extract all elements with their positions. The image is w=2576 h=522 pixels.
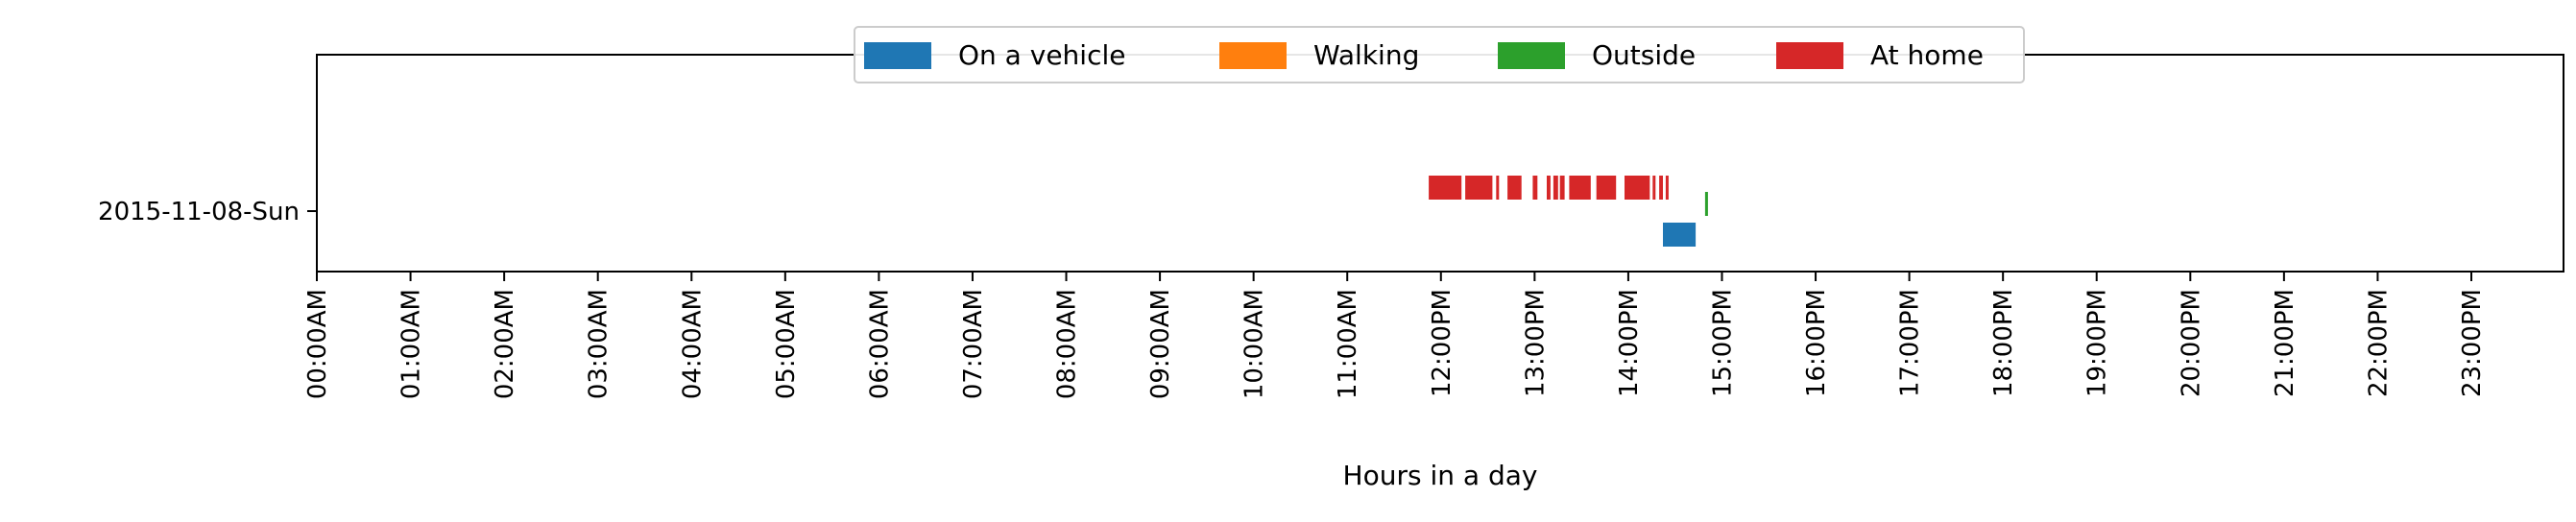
x-tick-label: 16:00PM: [1802, 289, 1831, 397]
legend-item: Outside: [1498, 39, 1696, 71]
x-tick-label: 01:00AM: [397, 289, 426, 399]
y-tick-label: 2015-11-08-Sun: [98, 198, 300, 226]
x-tick-label: 08:00AM: [1053, 289, 1082, 399]
x-tick-label: 09:00AM: [1146, 289, 1175, 399]
x-tick-label: 20:00PM: [2177, 289, 2205, 397]
segment-at-home: [1659, 176, 1663, 200]
x-axis-label: Hours in a day: [1343, 460, 1538, 491]
plot-frame: [316, 54, 2564, 273]
legend-swatch: [1219, 42, 1287, 69]
segment-at-home: [1569, 176, 1591, 200]
x-tick-label: 04:00AM: [678, 289, 707, 399]
segment-at-home: [1665, 176, 1669, 200]
segment-at-home: [1596, 176, 1617, 200]
x-tick-label: 06:00AM: [865, 289, 894, 399]
segment-at-home: [1507, 176, 1522, 200]
segment-at-home: [1553, 176, 1558, 200]
legend-swatch: [864, 42, 931, 69]
legend-item: Walking: [1219, 39, 1419, 71]
segment-at-home: [1652, 176, 1656, 200]
legend-box: [854, 26, 2025, 83]
x-tick-label: 02:00AM: [491, 289, 519, 399]
legend-item: At home: [1776, 39, 1984, 71]
legend-item: On a vehicle: [864, 39, 1125, 71]
legend-swatch: [1776, 42, 1843, 69]
segment-at-home: [1625, 176, 1650, 200]
x-tick-label: 10:00AM: [1240, 289, 1269, 399]
legend-label: Outside: [1592, 39, 1696, 71]
legend-label: On a vehicle: [958, 39, 1125, 71]
segment-outside: [1704, 192, 1708, 216]
x-tick-label: 14:00PM: [1615, 289, 1644, 397]
x-tick-label: 23:00PM: [2458, 289, 2487, 397]
segment-at-home: [1465, 176, 1493, 200]
x-tick-label: 18:00PM: [1989, 289, 2018, 397]
x-tick-label: 12:00PM: [1428, 289, 1457, 397]
segment-at-home: [1429, 176, 1462, 200]
x-tick-label: 03:00AM: [585, 289, 614, 399]
x-tick-label: 05:00AM: [772, 289, 801, 399]
x-tick-label: 17:00PM: [1896, 289, 1925, 397]
segment-at-home: [1532, 176, 1538, 200]
segment-at-home: [1496, 176, 1500, 200]
x-tick-label: 19:00PM: [2083, 289, 2112, 397]
x-tick-label: 21:00PM: [2271, 289, 2299, 397]
x-tick-label: 22:00PM: [2364, 289, 2393, 397]
segment-at-home: [1547, 176, 1551, 200]
legend-swatch: [1498, 42, 1565, 69]
segment-on-a-vehicle: [1663, 223, 1697, 247]
x-tick-label: 13:00PM: [1521, 289, 1550, 397]
x-tick-label: 11:00AM: [1334, 289, 1362, 399]
segment-at-home: [1559, 176, 1565, 200]
x-tick-label: 07:00AM: [959, 289, 988, 399]
legend-label: At home: [1870, 39, 1984, 71]
x-tick-label: 00:00AM: [303, 289, 332, 399]
x-tick-label: 15:00PM: [1708, 289, 1737, 397]
legend-label: Walking: [1313, 39, 1419, 71]
